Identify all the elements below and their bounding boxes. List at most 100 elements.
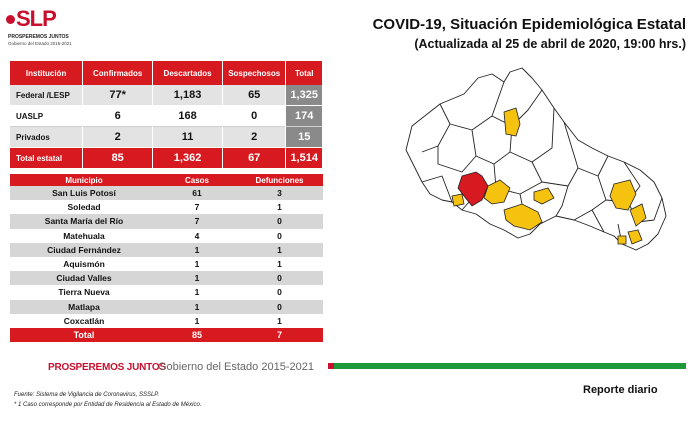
col-header: Sospechosos <box>222 61 287 85</box>
band-green-segment <box>334 363 686 369</box>
cell-cases: 1 <box>158 256 236 272</box>
cell-cases: 1 <box>158 271 236 286</box>
institution-table: Institución Confirmados Descartados Sosp… <box>10 61 323 169</box>
cell-deaths: 1 <box>236 200 323 215</box>
matlapa-region <box>627 229 643 245</box>
cell-institution: Privados <box>10 127 84 148</box>
cell-deaths: 0 <box>236 228 323 243</box>
cell-confirmed: 85 <box>83 148 154 169</box>
cell-deaths: 0 <box>236 214 323 229</box>
matehuala-region <box>503 107 521 137</box>
table-row: Ciudad Fernández 1 1 <box>10 242 323 257</box>
cell-municipality: Coxcatlán <box>10 313 158 328</box>
cell-cases: 85 <box>158 327 236 343</box>
col-header: Municipio <box>10 174 158 186</box>
table-header-row: Municipio Casos Defunciones <box>10 174 323 186</box>
page-subtitle: (Actualizada al 25 de abril de 2020, 19:… <box>414 37 686 51</box>
cell-municipality: Matlapa <box>10 299 158 314</box>
cell-cases: 1 <box>158 313 236 328</box>
table-total-row: Total estatal 85 1,362 67 1,514 <box>10 148 323 169</box>
cell-deaths: 0 <box>236 271 323 286</box>
footer-government: Gobierno del Estado 2015-2021 <box>158 361 314 373</box>
cell-cases: 61 <box>158 186 236 201</box>
table-row: Privados 2 11 2 15 <box>10 127 323 148</box>
ciudad-valles-region <box>609 179 637 211</box>
table-row: UASLP 6 168 0 174 <box>10 106 323 127</box>
logo-dot-icon <box>6 15 15 24</box>
col-header: Institución <box>10 61 84 85</box>
table-row: San Luis Potosí 61 3 <box>10 186 323 201</box>
cell-municipality: Tierra Nueva <box>10 285 158 300</box>
cell-deaths: 1 <box>236 256 323 272</box>
footer-brand: PROSPEREMOS JUNTOS <box>48 362 166 373</box>
col-header: Defunciones <box>236 174 323 186</box>
ciudad-fernandez-region <box>533 187 555 205</box>
cell-institution: UASLP <box>10 106 84 127</box>
cell-suspected: 65 <box>222 85 287 106</box>
logo-mark: SLP <box>6 6 57 32</box>
cell-confirmed: 6 <box>83 106 154 127</box>
cell-institution: Federal /LESP <box>10 85 84 106</box>
cell-municipality: San Luis Potosí <box>10 186 158 201</box>
table-header-row: Institución Confirmados Descartados Sosp… <box>10 61 323 85</box>
cell-municipality: Santa María del Río <box>10 214 158 229</box>
cell-deaths: 0 <box>236 285 323 300</box>
cell-deaths: 3 <box>236 186 323 201</box>
footnote: * 1 Caso corresponde por Entidad de Resi… <box>14 402 202 408</box>
cell-discarded: 1,362 <box>153 148 223 169</box>
col-header: Total <box>286 61 323 85</box>
santa-maria-del-rio-region <box>503 203 543 231</box>
cell-cases: 7 <box>158 214 236 229</box>
cell-discarded: 1,183 <box>153 85 223 106</box>
cell-municipality: Soledad <box>10 200 158 215</box>
cell-cases: 1 <box>158 242 236 257</box>
table-row: Federal /LESP 77* 1,183 65 1,325 <box>10 85 323 106</box>
tierra-nueva-region <box>451 193 465 207</box>
source-note: Fuente: Sistema de Vigilancia de Coronav… <box>14 392 160 398</box>
cell-cases: 4 <box>158 228 236 243</box>
cell-cases: 7 <box>158 200 236 215</box>
table-row: Tierra Nueva 1 0 <box>10 285 323 300</box>
table-row: Matehuala 4 0 <box>10 228 323 243</box>
table-row: Soledad 7 1 <box>10 200 323 215</box>
cell-discarded: 168 <box>153 106 223 127</box>
cell-cases: 1 <box>158 285 236 300</box>
cell-total: 1,325 <box>286 85 323 106</box>
cell-deaths: 0 <box>236 299 323 314</box>
logo-text: SLP <box>16 6 57 31</box>
cell-suspected: 67 <box>222 148 287 169</box>
col-header: Descartados <box>153 61 223 85</box>
col-header: Confirmados <box>83 61 154 85</box>
municipality-table: Municipio Casos Defunciones San Luis Pot… <box>10 174 323 343</box>
page-title: COVID-19, Situación Epidemiológica Estat… <box>372 16 686 33</box>
coxcatlan-region <box>617 235 627 245</box>
band-red-segment <box>328 363 334 369</box>
table-row: Ciudad Valles 1 0 <box>10 271 323 286</box>
cell-confirmed: 2 <box>83 127 154 148</box>
state-map <box>405 67 667 251</box>
cell-deaths: 1 <box>236 313 323 328</box>
logo-slogan: PROSPEREMOS JUNTOS <box>8 34 69 40</box>
table-row: Coxcatlán 1 1 <box>10 313 323 328</box>
cell-discarded: 11 <box>153 127 223 148</box>
table-row: Aquismón 1 1 <box>10 256 323 272</box>
cell-suspected: 0 <box>222 106 287 127</box>
cell-total: 174 <box>286 106 323 127</box>
cell-municipality: Matehuala <box>10 228 158 243</box>
cell-suspected: 2 <box>222 127 287 148</box>
cell-municipality: Total <box>10 327 158 343</box>
cell-cases: 1 <box>158 299 236 314</box>
cell-municipality: Ciudad Fernández <box>10 242 158 257</box>
cell-institution: Total estatal <box>10 148 84 169</box>
slp-logo: SLP PROSPEREMOS JUNTOS Gobierno del Esta… <box>6 6 74 52</box>
col-header: Casos <box>158 174 236 186</box>
table-row: Santa María del Río 7 0 <box>10 214 323 229</box>
table-row: Matlapa 1 0 <box>10 299 323 314</box>
logo-government: Gobierno del Estado 2015-2021 <box>8 41 72 46</box>
footer-color-band <box>328 363 686 369</box>
cell-municipality: Aquismón <box>10 256 158 272</box>
cell-deaths: 7 <box>236 327 323 343</box>
soledad-region <box>483 179 511 205</box>
cell-confirmed: 77* <box>83 85 154 106</box>
cell-municipality: Ciudad Valles <box>10 271 158 286</box>
